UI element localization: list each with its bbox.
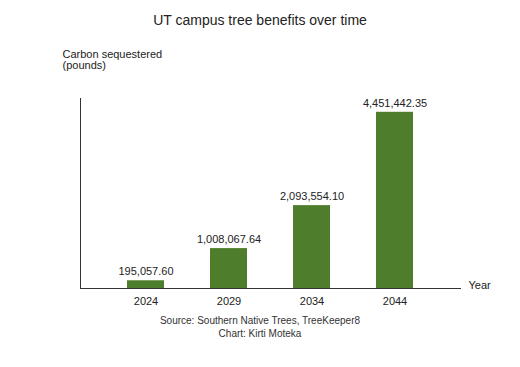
html-text:UT campus tree benefits over t: UT campus tree benefits over time bbox=[153, 12, 367, 28]
svg-text:195,057.60: 195,057.60 bbox=[118, 265, 173, 277]
svg-text:Year: Year bbox=[469, 279, 492, 291]
svg-text:2044: 2044 bbox=[383, 295, 407, 307]
html-text:Source: Southern Native Trees,: Source: Southern Native Trees, TreeKeepe… bbox=[159, 315, 361, 326]
svg-text:2029: 2029 bbox=[217, 295, 241, 307]
svg-text:2034: 2034 bbox=[300, 295, 324, 307]
svg-text:Carbon sequestered(pounds): Carbon sequestered(pounds) bbox=[63, 48, 163, 71]
svg-text:1,008,067.64: 1,008,067.64 bbox=[197, 233, 261, 245]
html-text:Chart: Kirti Moteka: Chart: Kirti Moteka bbox=[218, 328, 302, 339]
svg-text:2024: 2024 bbox=[134, 295, 158, 307]
svg-text:2,093,554.10: 2,093,554.10 bbox=[280, 190, 344, 202]
svg-text:4,451,442.35: 4,451,442.35 bbox=[363, 97, 427, 109]
